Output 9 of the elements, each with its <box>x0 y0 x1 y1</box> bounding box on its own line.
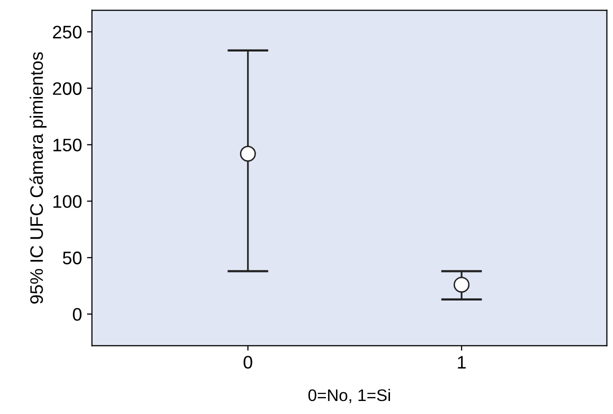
y-tick-label: 250 <box>53 26 82 39</box>
y-tick-label: 200 <box>53 82 82 95</box>
x-tick-label: 1 <box>458 356 466 368</box>
y-tick-label: 50 <box>62 252 82 264</box>
y-tick-label: 100 <box>53 195 82 208</box>
y-axis-title: 95% IC UFC Cámara pimientos <box>30 52 47 304</box>
x-axis-title: 0=No, 1=Si <box>308 388 390 404</box>
y-tick-label: 0 <box>72 308 82 321</box>
y-tick-label: 150 <box>53 138 82 152</box>
